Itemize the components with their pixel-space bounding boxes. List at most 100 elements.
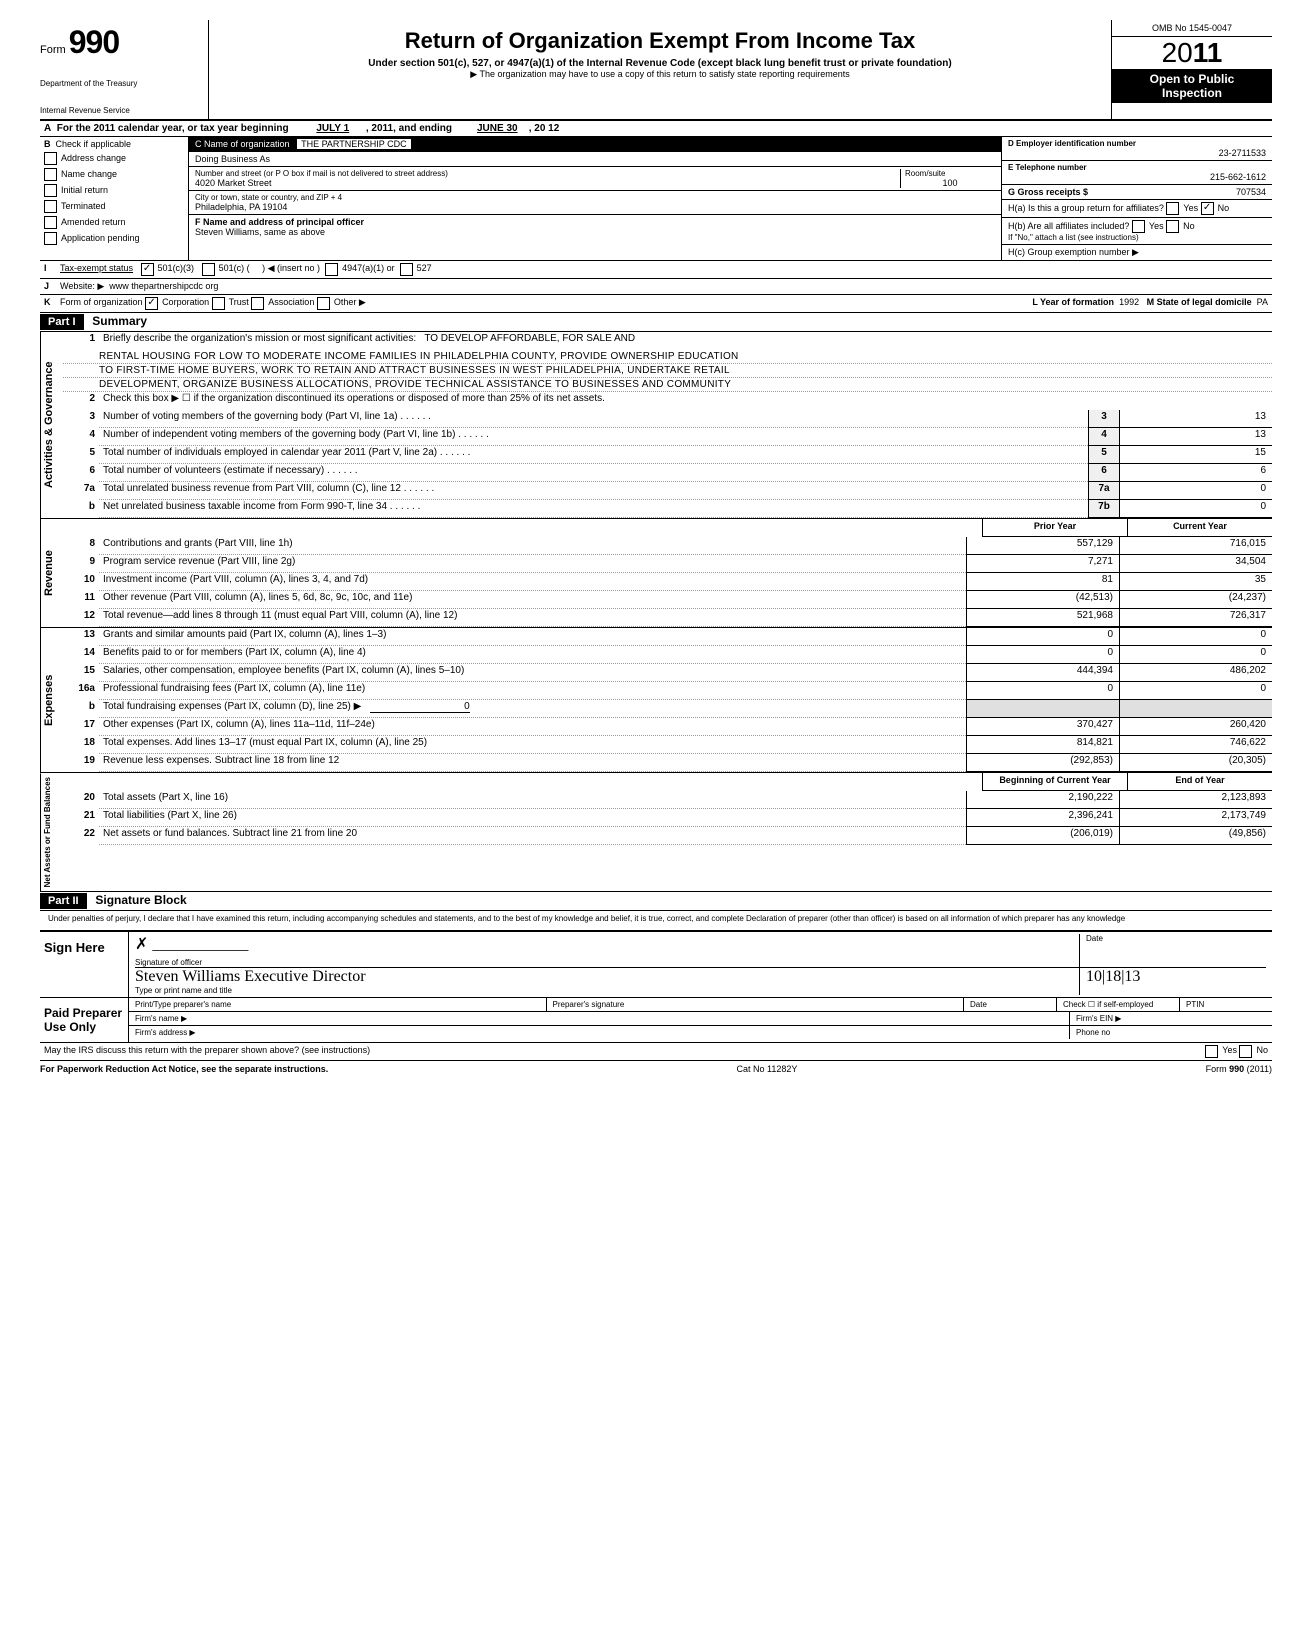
line-20-desc: Total assets (Part X, line 16) [99, 791, 966, 809]
street-address: 4020 Market Street [195, 178, 900, 188]
trust-checkbox[interactable] [212, 297, 225, 310]
line16b-text: Total fundraising expenses (Part IX, col… [103, 701, 361, 712]
hb-yes-checkbox[interactable] [1132, 220, 1145, 233]
line-20-prior: 2,190,222 [966, 791, 1119, 809]
line16b-current-shaded [1119, 700, 1272, 718]
line16b-val: 0 [370, 701, 470, 713]
tax-exempt-label: Tax-exempt status [60, 263, 133, 276]
4947-checkbox[interactable] [325, 263, 338, 276]
tax-year-end: JUNE 30 [477, 123, 518, 134]
line-4-box: 4 [1088, 428, 1119, 446]
checkbox-0[interactable] [44, 152, 57, 165]
check-line-3: Terminated [44, 200, 184, 213]
line-20-current: 2,123,893 [1119, 791, 1272, 809]
line-8-desc: Contributions and grants (Part VIII, lin… [99, 537, 966, 555]
line-8: 8Contributions and grants (Part VIII, li… [63, 537, 1272, 555]
line-3-num: 3 [63, 410, 99, 428]
line-5-val: 15 [1119, 446, 1272, 464]
row-a-text: For the 2011 calendar year, or tax year … [57, 123, 289, 134]
line-4-desc: Number of independent voting members of … [99, 428, 1088, 446]
line-14-current: 0 [1119, 646, 1272, 664]
line-17: 17Other expenses (Part IX, column (A), l… [63, 718, 1272, 736]
501c-checkbox[interactable] [202, 263, 215, 276]
checkbox-3[interactable] [44, 200, 57, 213]
line-3-val: 13 [1119, 410, 1272, 428]
open-line1: Open to Public [1115, 72, 1269, 86]
line-3: 3Number of voting members of the governi… [63, 410, 1272, 428]
line-9-desc: Program service revenue (Part VIII, line… [99, 555, 966, 573]
firm-ein-label: Firm's EIN ▶ [1070, 1012, 1272, 1025]
line-22-num: 22 [63, 827, 99, 845]
line-21-desc: Total liabilities (Part X, line 26) [99, 809, 966, 827]
row-a-year: , 20 12 [529, 123, 560, 134]
catalog-number: Cat No 11282Y [736, 1064, 797, 1074]
opt-4947: 4947(a)(1) or [342, 263, 395, 276]
ha-yes-checkbox[interactable] [1166, 202, 1179, 215]
501c3-checkbox[interactable]: ✓ [141, 263, 154, 276]
line-4-num: 4 [63, 428, 99, 446]
line-15: 15Salaries, other compensation, employee… [63, 664, 1272, 682]
check-line-5: Application pending [44, 232, 184, 245]
discuss-yes-checkbox[interactable] [1205, 1045, 1218, 1058]
corp-checkbox[interactable]: ✓ [145, 297, 158, 310]
line2-desc: Check this box ▶ ☐ if the organization d… [99, 392, 1272, 410]
checkbox-4[interactable] [44, 216, 57, 229]
ha-no-checkbox[interactable]: ✓ [1201, 202, 1214, 215]
line-22: 22Net assets or fund balances. Subtract … [63, 827, 1272, 845]
form-version: Form 990 (2011) [1206, 1064, 1272, 1074]
year-bold: 11 [1193, 37, 1223, 68]
city-state-zip: Philadelphia, PA 19104 [195, 202, 995, 212]
check-line-2: Initial return [44, 184, 184, 197]
line-12-current: 726,317 [1119, 609, 1272, 627]
open-to-public: Open to Public Inspection [1112, 69, 1272, 103]
col-b-org-info: C Name of organization THE PARTNERSHIP C… [189, 137, 1002, 260]
line-16a-desc: Professional fundraising fees (Part IX, … [99, 682, 966, 700]
signature-area[interactable]: ✗ ____________ [135, 934, 1079, 958]
room-label: Room/suite [905, 169, 995, 178]
form-subtitle: Under section 501(c), 527, or 4947(a)(1)… [217, 58, 1103, 69]
line-16a: 16aProfessional fundraising fees (Part I… [63, 682, 1272, 700]
row-a-label: A [44, 123, 51, 134]
activities-label: Activities & Governance [40, 332, 63, 518]
dba-label: Doing Business As [189, 152, 1001, 167]
website-label: Website: ▶ [60, 281, 104, 292]
discuss-text: May the IRS discuss this return with the… [44, 1045, 370, 1058]
open-line2: Inspection [1115, 86, 1269, 100]
other-checkbox[interactable] [317, 297, 330, 310]
b-label: B [44, 139, 51, 149]
discuss-row: May the IRS discuss this return with the… [40, 1043, 1272, 1061]
prior-year-header: Prior Year [982, 519, 1127, 537]
discuss-no-checkbox[interactable] [1239, 1045, 1252, 1058]
line-16a-num: 16a [63, 682, 99, 700]
prep-name-label: Print/Type preparer's name [129, 998, 547, 1011]
form-note: ▶ The organization may have to use a cop… [217, 69, 1103, 80]
line-10-current: 35 [1119, 573, 1272, 591]
line-9-prior: 7,271 [966, 555, 1119, 573]
527-checkbox[interactable] [400, 263, 413, 276]
netassets-section: Net Assets or Fund Balances Beginning of… [40, 773, 1272, 892]
line16b-desc: Total fundraising expenses (Part IX, col… [99, 700, 966, 718]
line-6-desc: Total number of volunteers (estimate if … [99, 464, 1088, 482]
line-21: 21Total liabilities (Part X, line 26)2,3… [63, 809, 1272, 827]
phone-no-label: Phone no [1070, 1026, 1272, 1039]
checkbox-1[interactable] [44, 168, 57, 181]
line-10-desc: Investment income (Part VIII, column (A)… [99, 573, 966, 591]
name-label: Type or print name and title [135, 986, 1079, 995]
line-7a: 7aTotal unrelated business revenue from … [63, 482, 1272, 500]
line-4: 4Number of independent voting members of… [63, 428, 1272, 446]
line-11-desc: Other revenue (Part VIII, column (A), li… [99, 591, 966, 609]
assoc-checkbox[interactable] [251, 297, 264, 310]
e-label: E Telephone number [1008, 163, 1087, 172]
yes-label2: Yes [1149, 221, 1164, 231]
checkbox-2[interactable] [44, 184, 57, 197]
line-18: 18Total expenses. Add lines 13–17 (must … [63, 736, 1272, 754]
checkbox-5[interactable] [44, 232, 57, 245]
line-12-num: 12 [63, 609, 99, 627]
hb-no-checkbox[interactable] [1166, 220, 1179, 233]
line16b-prior-shaded [966, 700, 1119, 718]
room-number: 100 [905, 178, 995, 188]
line-8-prior: 557,129 [966, 537, 1119, 555]
prep-sig-label: Preparer's signature [547, 998, 965, 1011]
line-18-num: 18 [63, 736, 99, 754]
check-label-2: Initial return [61, 185, 108, 195]
